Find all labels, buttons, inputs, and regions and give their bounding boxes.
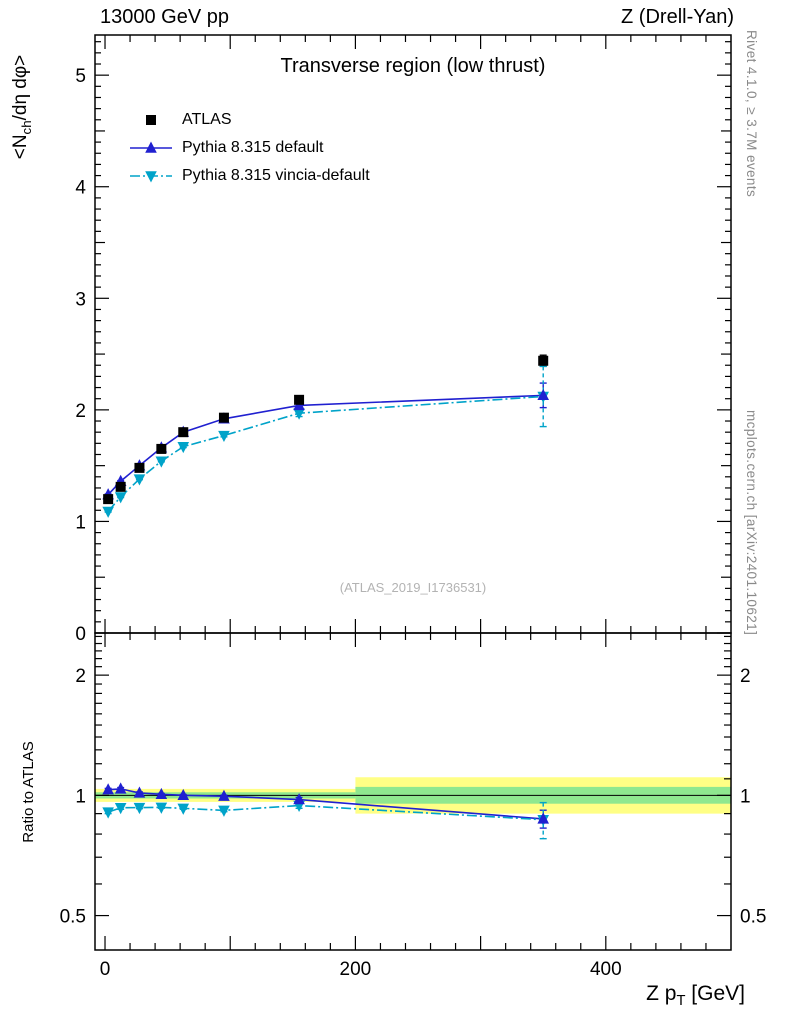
data-marker-square (115, 481, 126, 492)
legend-item-pythia-vincia: Pythia 8.315 vincia-default (128, 162, 370, 190)
data-marker-square (156, 443, 167, 454)
data-marker-triangle-up (177, 788, 190, 801)
legend-icon-canvas (146, 115, 156, 125)
tick-label: 1 (740, 786, 751, 807)
x-axis-title-pre: Z p (646, 982, 677, 1005)
legend-icon-canvas (130, 141, 172, 153)
legend: ATLAS Pythia 8.315 default Pythia 8.315 … (128, 106, 370, 190)
tick-label: 200 (340, 959, 372, 980)
tick-label: 2 (75, 666, 86, 687)
tick-label: 400 (590, 959, 622, 980)
data-marker-triangle-down (114, 492, 127, 504)
legend-label-atlas: ATLAS (182, 111, 232, 128)
data-marker-triangle-down (218, 805, 230, 817)
data-marker-triangle-down (293, 408, 305, 420)
data-marker-triangle-up (218, 789, 230, 801)
data-marker-triangle-down (133, 802, 146, 815)
legend-icon-canvas (130, 171, 172, 183)
y-axis-title-sub: ch (18, 120, 34, 135)
rivet-version-label: Rivet 4.1.0, ≥ 3.7M events (744, 30, 759, 198)
tick-label: 0.5 (60, 907, 86, 928)
mcplots-arxiv-label: mcplots.cern.ch [arXiv:2401.10621] (744, 409, 759, 635)
data-marker-triangle-up (293, 793, 305, 805)
y-axis-title-pre: <N (10, 134, 31, 160)
tick-label: 0.5 (740, 907, 766, 928)
data-marker-triangle-down (155, 802, 168, 814)
tick-label: 0 (100, 959, 111, 980)
data-marker-triangle-up (133, 786, 146, 798)
data-marker-triangle-down (177, 441, 190, 454)
data-marker-triangle-down (155, 456, 168, 468)
data-marker-square (178, 427, 189, 438)
header-beam-label: 13000 GeV pp (100, 6, 229, 28)
x-axis-title-post: [GeV] (685, 982, 745, 1005)
data-marker-triangle-up (102, 783, 114, 795)
legend-label-pythia-default: Pythia 8.315 default (182, 139, 324, 156)
data-marker-triangle-up (537, 388, 550, 401)
data-marker-square (103, 494, 114, 505)
legend-label-pythia-vincia: Pythia 8.315 vincia-default (182, 167, 370, 184)
tick-label: 1 (75, 512, 86, 533)
x-axis-title-sub: T (676, 993, 686, 1010)
legend-marker-triangle-up-icon (128, 139, 174, 157)
analysis-id-watermark: (ATLAS_2019_I1736531) (339, 580, 487, 595)
legend-marker-square-icon (128, 111, 174, 129)
data-marker-square (294, 394, 305, 405)
data-marker-triangle-up (155, 787, 168, 800)
data-marker-triangle-up (537, 812, 550, 824)
x-axis-title: Z pT [GeV] (646, 982, 745, 1009)
data-marker-triangle-down (114, 803, 127, 815)
tick-label: 1 (75, 786, 86, 807)
legend-item-atlas: ATLAS (128, 106, 370, 134)
data-marker-square (134, 462, 145, 473)
tick-label: 5 (75, 66, 86, 87)
legend-marker-sample (146, 115, 156, 125)
legend-marker-sample (145, 171, 157, 183)
tick-label: 3 (75, 289, 86, 310)
tick-label: 0 (75, 624, 86, 645)
series-line (107, 395, 544, 512)
y-axis-title-post: /dη dφ> (10, 54, 31, 121)
header-process-label: Z (Drell-Yan) (621, 6, 734, 28)
data-marker-square (538, 355, 549, 366)
data-marker-triangle-down (133, 474, 146, 486)
legend-marker-triangle-down-icon (128, 167, 174, 185)
legend-item-pythia-default: Pythia 8.315 default (128, 134, 370, 162)
legend-marker-sample (145, 141, 157, 153)
data-marker-triangle-down (102, 506, 114, 518)
tick-label: 4 (75, 178, 86, 199)
series-line (107, 394, 544, 496)
tick-label: 2 (75, 401, 86, 422)
data-marker-triangle-down (102, 807, 114, 819)
y-axis-title-main: <Nch/dη dφ> (10, 0, 34, 257)
y-axis-title-ratio: Ratio to ATLAS (20, 741, 37, 843)
data-marker-triangle-up (114, 782, 127, 794)
data-marker-square (218, 412, 229, 423)
plot-title: Transverse region (low thrust) (280, 55, 546, 77)
data-marker-triangle-down (177, 803, 190, 815)
tick-label: 2 (740, 666, 751, 687)
ratio-panel-frame (94, 632, 732, 951)
data-marker-triangle-down (218, 430, 230, 443)
